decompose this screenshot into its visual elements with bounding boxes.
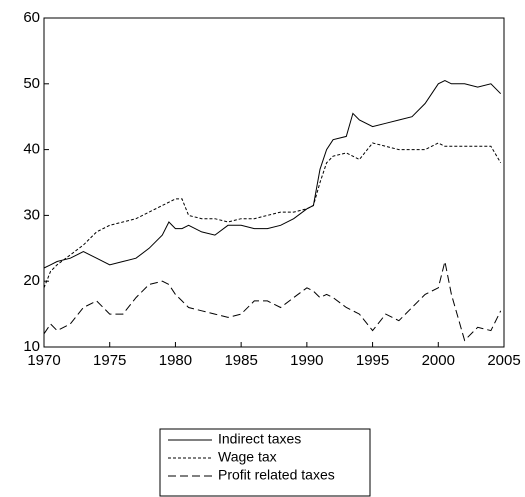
legend-label: Wage tax (218, 449, 277, 465)
legend: Indirect taxes Wage tax Profit related tax… (159, 428, 371, 497)
legend-label: Profit related taxes (218, 467, 335, 483)
x-tick-label: 1995 (356, 352, 389, 369)
series-line (43, 79, 502, 269)
x-tick-label: 1990 (290, 352, 323, 369)
y-tick-label: 10 (23, 338, 40, 355)
plot-frame (43, 17, 505, 348)
x-tick-label: 1980 (159, 352, 192, 369)
y-tick-label: 20 (23, 272, 40, 289)
y-tick-label: 30 (23, 206, 40, 223)
y-tick-label: 40 (23, 141, 40, 158)
legend-box (159, 428, 371, 497)
x-tick-label: 1975 (93, 352, 126, 369)
legend-label: Indirect taxes (218, 431, 301, 447)
x-tick-label: 2005 (487, 352, 520, 369)
y-tick-label: 50 (23, 75, 40, 92)
x-tick-label: 1985 (224, 352, 257, 369)
series-line (43, 261, 502, 342)
x-tick-label: 1970 (27, 352, 60, 369)
series-line (43, 142, 502, 288)
y-tick-label: 60 (23, 9, 40, 26)
x-tick-label: 2000 (422, 352, 455, 369)
